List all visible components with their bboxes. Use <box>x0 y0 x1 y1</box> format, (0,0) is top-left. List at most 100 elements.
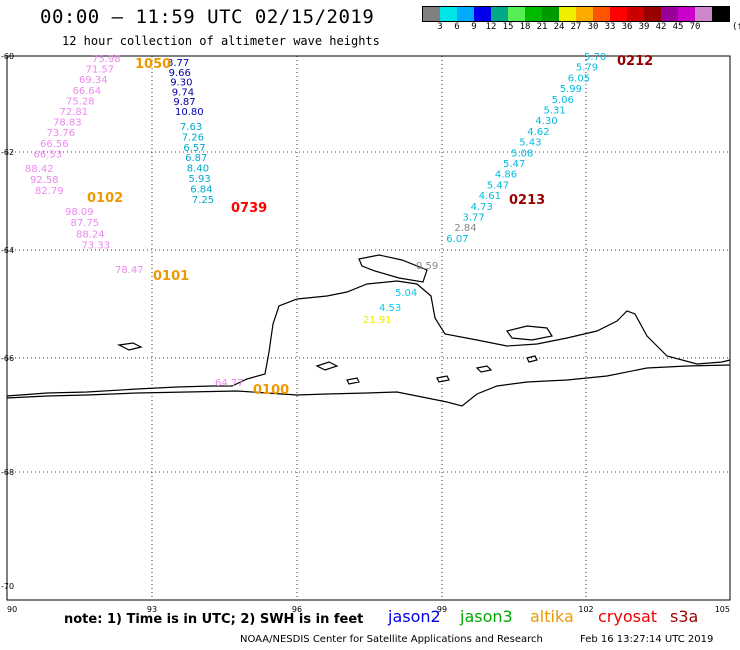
longitude-labels: 90 93 96 99 102 105 <box>7 605 730 614</box>
colorbar-tick: 33 <box>604 22 616 32</box>
swh-value: 71.57 <box>86 65 115 76</box>
lon-label: 96 <box>292 605 302 614</box>
legend-item: altika <box>530 607 574 626</box>
colorbar-swatch <box>559 7 576 21</box>
pass-time-labels: 1050 0102 0101 0739 0100 0212 0213 <box>87 54 653 398</box>
pass-time-label: 0100 <box>253 383 289 398</box>
swh-value: 8.77 <box>167 58 189 69</box>
pass-time-label: 0739 <box>231 201 267 216</box>
colorbar-swatch <box>491 7 508 21</box>
swh-value: 2.84 <box>454 223 476 234</box>
colorbar-tick: 24 <box>553 22 565 32</box>
pass-time-label: 0102 <box>87 191 123 206</box>
swh-value: 5.47 <box>503 159 525 170</box>
antarctic-coastline <box>6 254 731 407</box>
colorbar-tick: 12 <box>485 22 497 32</box>
pass-time-label: 0101 <box>153 269 189 284</box>
colorbar-swatch <box>712 7 729 21</box>
lat-label: -70 <box>1 582 14 591</box>
colorbar-swatch <box>678 7 695 21</box>
footnote: note: 1) Time is in UTC; 2) SWH is in fe… <box>64 612 364 627</box>
swh-value: 8.40 <box>187 164 209 175</box>
colorbar-tick: 3 <box>437 22 443 32</box>
swh-value: 9.66 <box>169 68 191 79</box>
colorbar-tick: 27 <box>570 22 582 32</box>
swh-value: 10.80 <box>175 107 204 118</box>
swh-value: 6.87 <box>185 153 207 164</box>
lat-label: -64 <box>1 246 14 255</box>
swh-value: 21.91 <box>363 315 392 326</box>
swh-value: 75.28 <box>66 96 95 107</box>
swh-value: 5.08 <box>511 148 533 159</box>
swh-value: 6.05 <box>568 73 590 84</box>
colorbar-tick: 9 <box>471 22 477 32</box>
swh-value: 5.04 <box>395 288 417 299</box>
swh-value: 78.83 <box>53 118 82 129</box>
generated-timestamp: Feb 16 13:27:14 UTC 2019 <box>580 634 714 645</box>
colorbar-swatch <box>508 7 525 21</box>
swh-value: 73.76 <box>47 128 76 139</box>
credit-text: NOAA/NESDIS Center for Satellite Applica… <box>240 634 543 645</box>
chart-subtitle: 12 hour collection of altimeter wave hei… <box>62 34 380 48</box>
colorbar-tick: 18 <box>519 22 531 32</box>
swh-value: 5.70 <box>584 52 606 63</box>
colorbar-swatch <box>457 7 474 21</box>
lat-label: -68 <box>1 468 14 477</box>
colorbar-swatch <box>661 7 678 21</box>
swh-value: 66.64 <box>73 86 102 97</box>
swh-value: 98.09 <box>65 207 94 218</box>
colorbar-tick: 15 <box>502 22 514 32</box>
wave-height-tracks: 75.9871.5769.3466.6475.2872.8178.8373.76… <box>25 52 606 389</box>
swh-value: 66.56 <box>40 139 69 150</box>
colorbar-swatch <box>627 7 644 21</box>
swh-value: 75.98 <box>92 54 121 65</box>
swh-value: 3.77 <box>463 213 485 224</box>
swh-value: 4.62 <box>527 127 549 138</box>
swh-value: 7.25 <box>192 195 214 206</box>
colorbar-tick: 21 <box>536 22 548 32</box>
swh-value: 5.47 <box>487 180 509 191</box>
legend-item: s3a <box>670 607 699 626</box>
pass-time-label: 0212 <box>617 54 653 69</box>
swh-value: 5.06 <box>552 95 574 106</box>
swh-value: 5.93 <box>189 174 211 185</box>
swh-value: 4.30 <box>535 116 557 127</box>
swh-value: 6.84 <box>190 184 212 195</box>
swh-value: 88.42 <box>25 164 54 175</box>
swh-value: 69.34 <box>79 75 108 86</box>
lon-label: 102 <box>578 605 593 614</box>
swh-value: 7.26 <box>182 132 204 143</box>
colorbar-tick: 30 <box>587 22 599 32</box>
swh-value: 88.24 <box>76 229 105 240</box>
colorbar-swatch <box>593 7 610 21</box>
lat-label: -60 <box>1 52 14 61</box>
swh-value: 5.99 <box>560 84 582 95</box>
latitude-labels: -60 -62 -64 -66 -68 -70 <box>1 52 14 591</box>
map-gridlines <box>7 56 730 600</box>
swh-value: 4.53 <box>379 303 401 314</box>
swh-value: 92.58 <box>30 175 59 186</box>
lon-label: 99 <box>437 605 447 614</box>
swh-value: 78.47 <box>115 265 144 276</box>
colorbar-tick: 36 <box>621 22 633 32</box>
lat-label: -66 <box>1 354 14 363</box>
swh-value: 5.43 <box>519 138 541 149</box>
colorbar-swatch <box>423 7 440 21</box>
swh-value: 7.63 <box>180 122 202 133</box>
colorbar-tick: 70 <box>689 22 701 32</box>
swh-value: 4.86 <box>495 170 517 181</box>
colorbar-swatch <box>542 7 559 21</box>
swh-value: 6.07 <box>446 234 468 245</box>
swh-value: 64.77 <box>215 378 244 389</box>
swh-value: 9.87 <box>173 97 195 108</box>
legend-item: jason2 <box>388 607 441 626</box>
map-frame <box>6 55 731 601</box>
colorbar-tick: 6 <box>454 22 460 32</box>
pass-time-label: 1050 <box>135 57 171 72</box>
colorbar-swatch <box>440 7 457 21</box>
swh-value: 66.53 <box>34 149 63 160</box>
colorbar-unit: (ft) <box>732 22 740 32</box>
pass-time-label: 0213 <box>509 193 545 208</box>
lon-label: 90 <box>7 605 17 614</box>
colorbar-tick: 45 <box>672 22 684 32</box>
